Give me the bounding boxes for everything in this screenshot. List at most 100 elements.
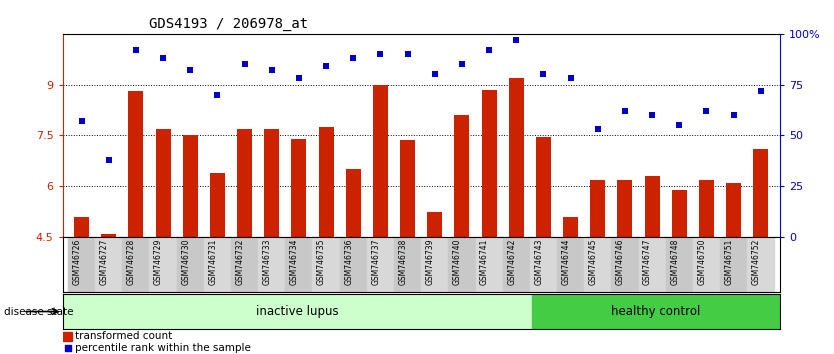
Bar bbox=[666, 237, 693, 292]
Bar bbox=[400, 141, 415, 237]
Point bbox=[646, 112, 659, 118]
Text: GSM746732: GSM746732 bbox=[235, 238, 244, 285]
Bar bbox=[203, 237, 231, 292]
Bar bbox=[455, 115, 470, 237]
Text: GSM746742: GSM746742 bbox=[507, 238, 516, 285]
Bar bbox=[584, 237, 611, 292]
Bar bbox=[319, 127, 334, 237]
Point bbox=[238, 61, 251, 67]
Text: GSM746740: GSM746740 bbox=[453, 238, 462, 285]
Bar bbox=[693, 237, 720, 292]
Text: GSM746741: GSM746741 bbox=[480, 238, 489, 285]
Bar bbox=[68, 237, 95, 292]
Text: GSM746747: GSM746747 bbox=[643, 238, 652, 285]
Point bbox=[482, 47, 495, 53]
Bar bbox=[475, 237, 503, 292]
Bar bbox=[530, 237, 557, 292]
Bar bbox=[449, 237, 475, 292]
Text: GSM746734: GSM746734 bbox=[290, 238, 299, 285]
Point bbox=[61, 345, 74, 350]
Text: GSM746728: GSM746728 bbox=[127, 238, 136, 285]
Point bbox=[211, 92, 224, 97]
Text: percentile rank within the sample: percentile rank within the sample bbox=[75, 343, 251, 353]
Text: GSM746748: GSM746748 bbox=[671, 238, 679, 285]
Bar bbox=[394, 237, 421, 292]
Bar bbox=[128, 91, 143, 237]
Text: GSM746736: GSM746736 bbox=[344, 238, 354, 285]
Bar bbox=[536, 137, 551, 237]
Bar bbox=[557, 237, 584, 292]
Text: GDS4193 / 206978_at: GDS4193 / 206978_at bbox=[148, 17, 308, 31]
Bar bbox=[531, 294, 780, 329]
Bar bbox=[210, 173, 225, 237]
Text: GSM746730: GSM746730 bbox=[181, 238, 190, 285]
Bar bbox=[672, 190, 686, 237]
Point bbox=[618, 108, 631, 114]
Bar bbox=[74, 217, 89, 237]
Bar bbox=[726, 183, 741, 237]
Point bbox=[129, 47, 143, 53]
Point bbox=[265, 67, 279, 73]
Bar bbox=[563, 217, 578, 237]
Bar bbox=[123, 237, 149, 292]
Point bbox=[319, 63, 333, 69]
Bar bbox=[183, 136, 198, 237]
Text: inactive lupus: inactive lupus bbox=[256, 305, 339, 318]
Text: GSM746744: GSM746744 bbox=[561, 238, 570, 285]
Bar bbox=[149, 237, 177, 292]
Bar bbox=[753, 149, 768, 237]
Bar bbox=[367, 237, 394, 292]
Bar bbox=[509, 78, 524, 237]
Point bbox=[75, 118, 88, 124]
Point bbox=[700, 108, 713, 114]
Text: GSM746731: GSM746731 bbox=[208, 238, 218, 285]
Text: GSM746726: GSM746726 bbox=[73, 238, 82, 285]
Bar bbox=[645, 176, 660, 237]
Bar bbox=[481, 90, 496, 237]
Text: GSM746750: GSM746750 bbox=[697, 238, 706, 285]
Text: GSM746727: GSM746727 bbox=[100, 238, 108, 285]
Point bbox=[754, 88, 767, 93]
Text: healthy control: healthy control bbox=[611, 305, 701, 318]
Point bbox=[157, 55, 170, 61]
Point bbox=[455, 61, 469, 67]
Bar bbox=[177, 237, 203, 292]
Bar bbox=[611, 237, 639, 292]
Point bbox=[292, 75, 305, 81]
Point bbox=[428, 72, 441, 77]
Bar bbox=[720, 237, 747, 292]
Bar bbox=[427, 212, 442, 237]
Point bbox=[347, 55, 360, 61]
Bar bbox=[617, 179, 632, 237]
Bar bbox=[63, 294, 531, 329]
Text: GSM746733: GSM746733 bbox=[263, 238, 272, 285]
Bar bbox=[264, 129, 279, 237]
Bar bbox=[590, 179, 605, 237]
Text: GSM746745: GSM746745 bbox=[589, 238, 598, 285]
Text: GSM746739: GSM746739 bbox=[425, 238, 435, 285]
Point bbox=[727, 112, 741, 118]
Point bbox=[564, 75, 577, 81]
Text: GSM746751: GSM746751 bbox=[725, 238, 734, 285]
Text: transformed count: transformed count bbox=[75, 331, 173, 341]
Point bbox=[401, 51, 414, 57]
Point bbox=[537, 72, 550, 77]
Bar bbox=[101, 234, 116, 237]
Text: GSM746735: GSM746735 bbox=[317, 238, 326, 285]
Bar bbox=[237, 129, 252, 237]
Bar bbox=[156, 129, 170, 237]
Bar bbox=[346, 169, 361, 237]
Text: GSM746752: GSM746752 bbox=[751, 238, 761, 285]
Text: GSM746737: GSM746737 bbox=[371, 238, 380, 285]
Text: GSM746729: GSM746729 bbox=[154, 238, 163, 285]
Text: GSM746746: GSM746746 bbox=[616, 238, 625, 285]
Bar bbox=[259, 237, 285, 292]
Bar bbox=[231, 237, 259, 292]
Bar bbox=[285, 237, 313, 292]
Text: disease state: disease state bbox=[4, 307, 73, 316]
Bar bbox=[503, 237, 530, 292]
Point bbox=[510, 37, 523, 42]
Bar bbox=[747, 237, 774, 292]
Bar bbox=[63, 332, 72, 341]
Bar bbox=[699, 179, 714, 237]
